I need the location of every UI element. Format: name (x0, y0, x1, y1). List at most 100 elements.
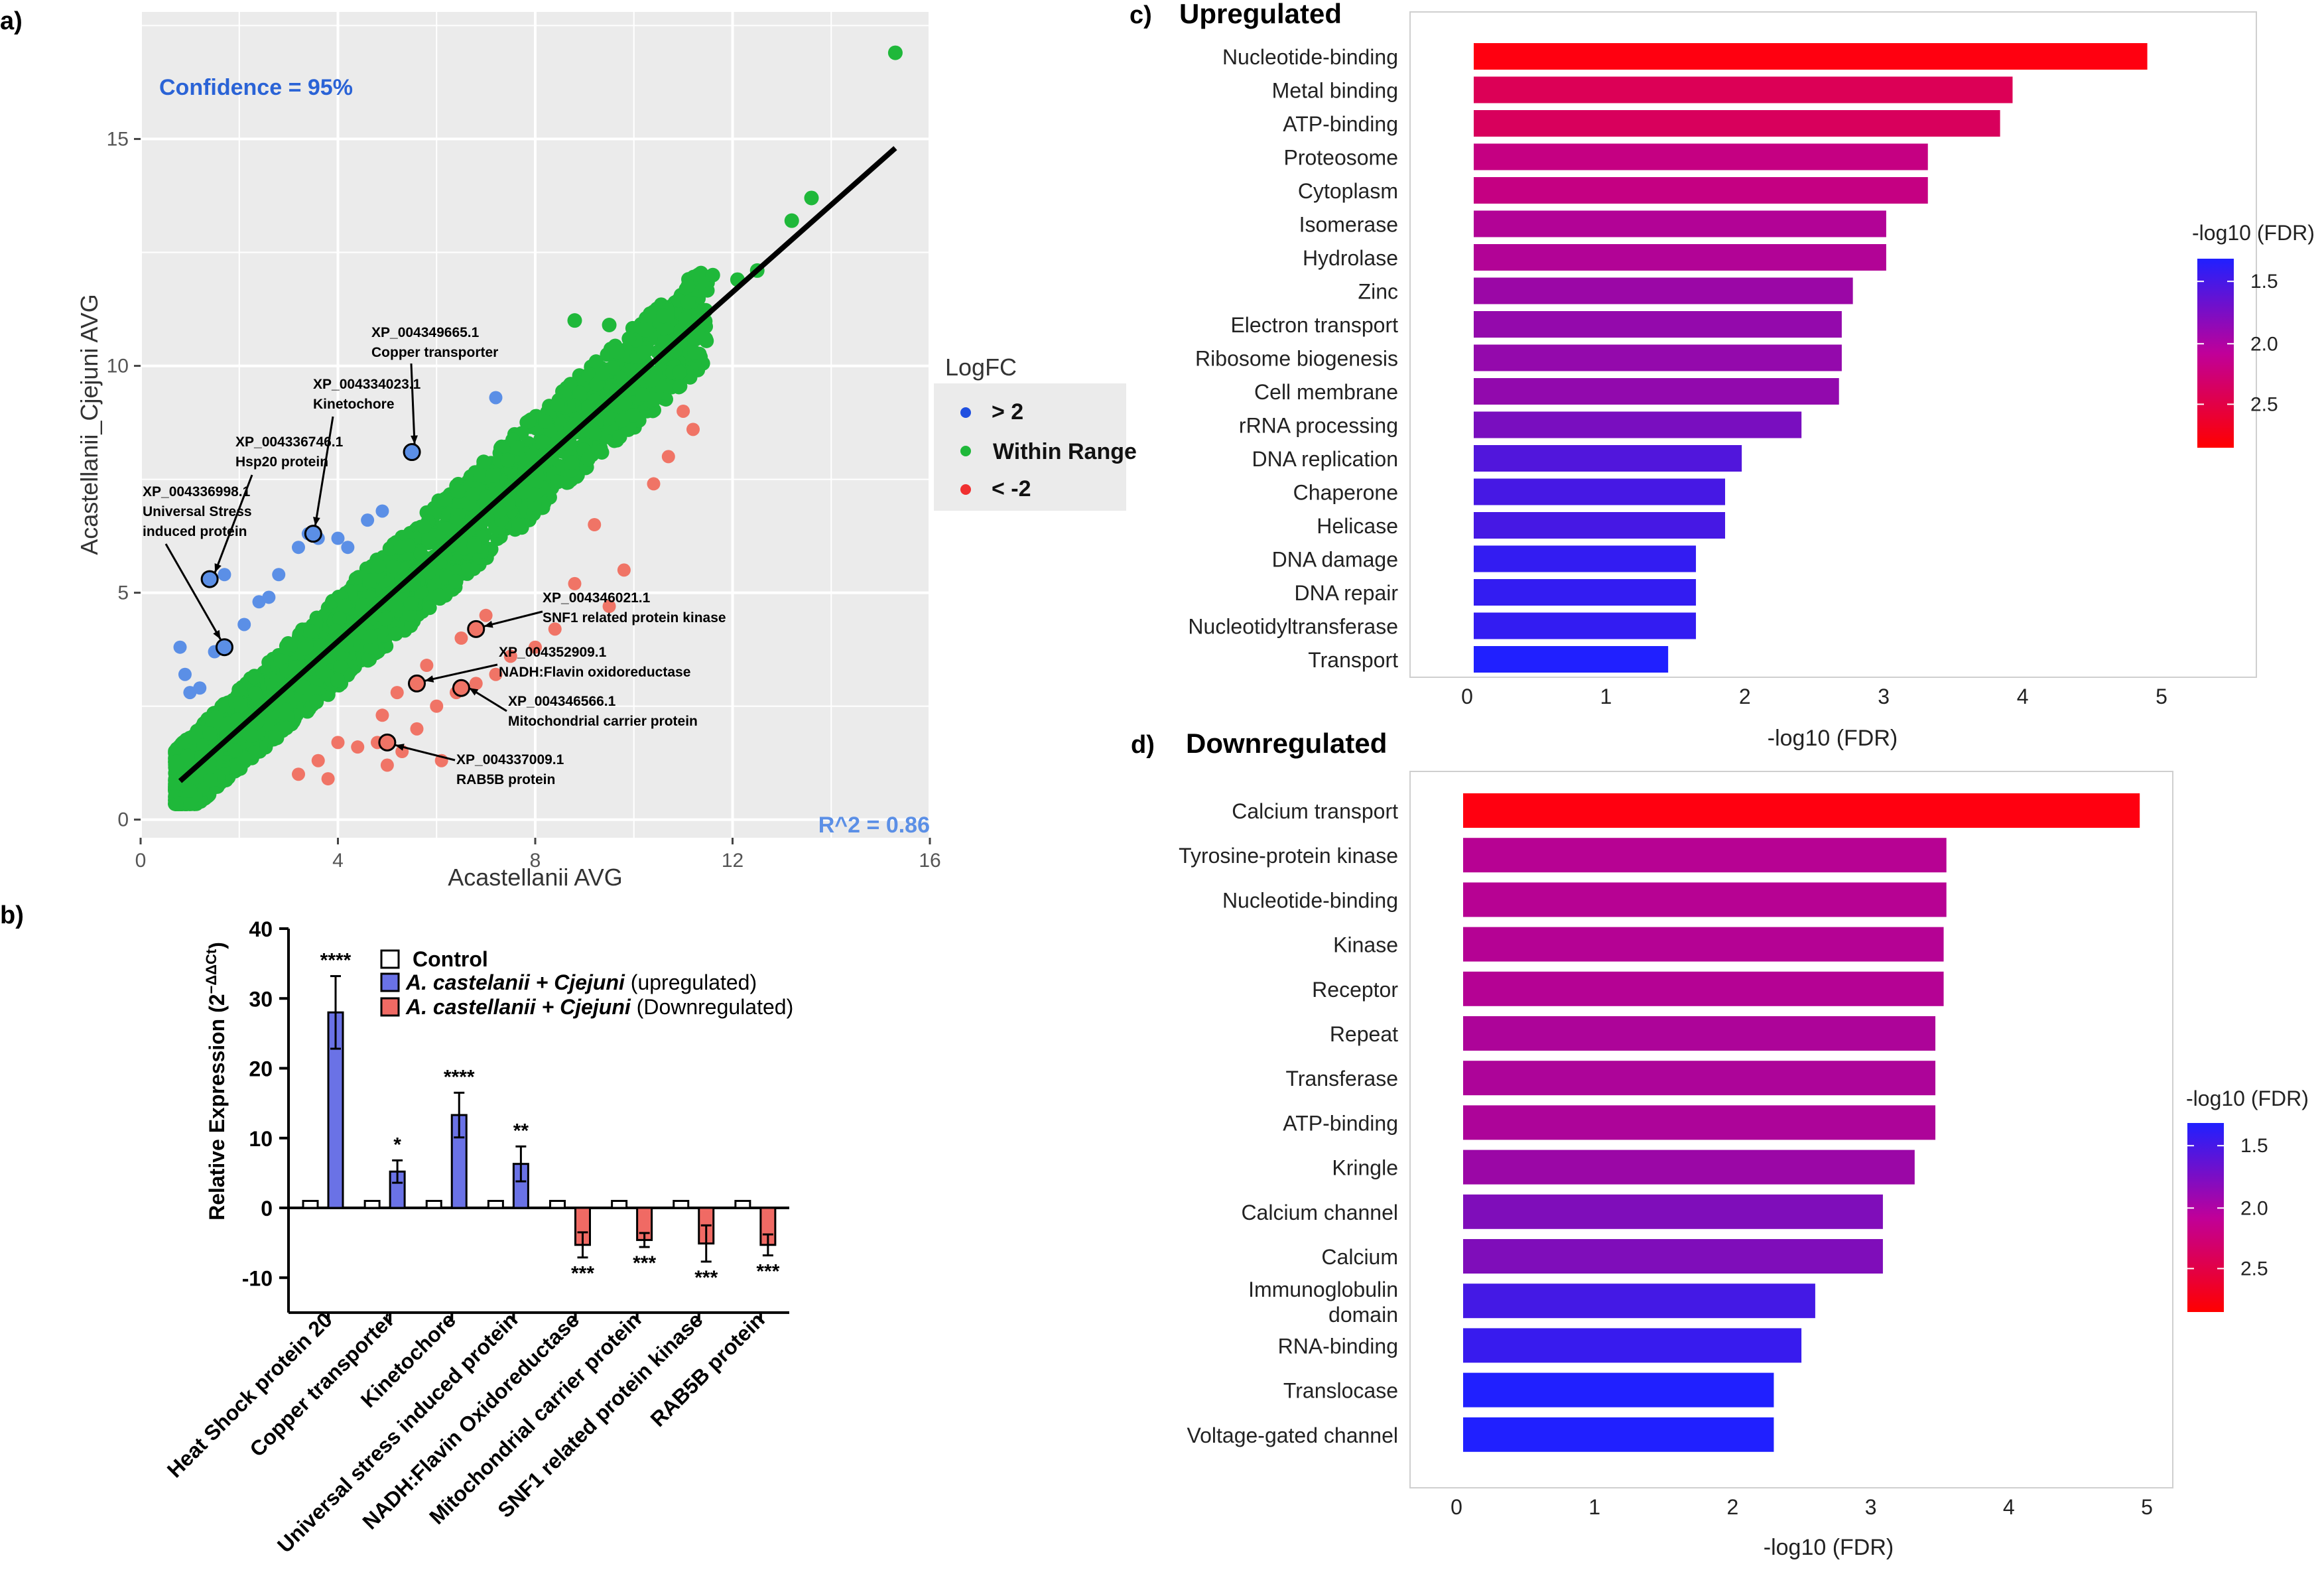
scatter-point (560, 475, 576, 490)
annotation-arrow-line (314, 416, 334, 526)
scatter-point (588, 354, 604, 369)
scatter-y-tick-label: 5 (117, 582, 129, 604)
scatter-point (231, 682, 247, 697)
qpcr-y-axis-label: Relative Expression (2−ΔΔCt) (203, 942, 229, 1220)
scatter-legend: LogFC > 2 Within Range < -2 (934, 354, 1137, 511)
significance-marker: **** (444, 1066, 475, 1088)
scatter-point-upregulated (489, 391, 503, 405)
category-label: Cytoplasm (1298, 179, 1398, 203)
scatter-point (672, 365, 687, 380)
scatter-point (388, 626, 403, 641)
scatter-x-axis-label: Acastellanii AVG (448, 864, 622, 891)
scatter-point-downregulated (548, 622, 562, 636)
scatter-point (535, 434, 550, 450)
scatter-x-tick-label: 0 (135, 850, 147, 872)
category-label: DNA repair (1295, 581, 1399, 605)
scatter-point (417, 519, 432, 535)
scatter-point (448, 574, 464, 589)
colorbar-tick-label: 1.5 (2250, 271, 2278, 293)
annotation-label: Kinetochore (313, 397, 395, 412)
annotated-point (452, 679, 470, 697)
scatter-point-downregulated (454, 631, 468, 645)
scatter-point-downregulated (351, 740, 365, 754)
scatter-point-upregulated (193, 681, 207, 695)
fdr-bar (1474, 76, 2013, 103)
scatter-point (355, 597, 370, 612)
legend-label-downregulated: A. castellanii + Cjejuni (Downregulated) (405, 995, 793, 1019)
qpcr-y-tick-label: 40 (249, 917, 273, 941)
category-label: Hydrolase (1303, 246, 1398, 270)
scatter-point (594, 445, 610, 460)
scatter-point-downregulated (677, 404, 690, 418)
scatter-points-downregulated (292, 404, 700, 786)
legend-label-up: > 2 (992, 399, 1023, 425)
colorbar-tick-label: 2.5 (2240, 1258, 2268, 1280)
scatter-point (587, 427, 602, 442)
category-label: DNA damage (1272, 548, 1398, 572)
scatter-point (202, 773, 218, 788)
legend-key-strip (934, 383, 960, 511)
x-tick-label: 4 (2003, 1495, 2015, 1519)
scatter-point (656, 321, 671, 336)
annotation-label: XP_004352909.1 (499, 645, 607, 660)
scatter-point-upregulated (218, 568, 231, 582)
category-label: rRNA processing (1239, 414, 1398, 438)
legend-key-background (947, 383, 1126, 511)
legend-swatch-downregulated (380, 997, 400, 1017)
scatter-point (610, 344, 625, 360)
scatter-point (538, 414, 553, 429)
scatter-point-upregulated (183, 686, 197, 700)
fdr-bar (1474, 43, 2148, 70)
downregulated-bar-chart: Calcium transport Tyrosine-protein kinase… (1179, 771, 2173, 1519)
colorbar-tick-label: 2.5 (2250, 393, 2278, 415)
fdr-bar (1474, 411, 1802, 438)
scatter-point-upregulated (375, 504, 389, 518)
category-label: Calcium transport (1232, 799, 1398, 823)
qpcr-ylabel-close: ) (205, 942, 229, 949)
control-bar (425, 1199, 442, 1209)
legend-title: LogFC (945, 354, 1017, 381)
scatter-point-upregulated (292, 541, 305, 555)
scatter-point-downregulated (390, 686, 404, 700)
legend-down-species: A. castellanii + Cjejuni (405, 995, 631, 1019)
fdr-bar (1474, 579, 1697, 606)
category-label: Calcium channel (1241, 1201, 1398, 1224)
fdr-bar (1474, 478, 1726, 505)
x-tick-label: 0 (1451, 1495, 1462, 1519)
scatter-point (606, 360, 621, 375)
scatter-point (437, 492, 452, 507)
scatter-point-upregulated (341, 541, 355, 555)
significance-marker: *** (756, 1261, 779, 1283)
downregulated-title: Downregulated (1186, 728, 1387, 759)
category-label: Nucleotidyltransferase (1188, 615, 1398, 639)
fdr-bar (1474, 244, 1886, 271)
category-label: ATP-binding (1283, 112, 1398, 136)
scatter-point (621, 331, 637, 346)
downregulated-x-axis-label: -log10 (FDR) (1764, 1535, 1894, 1560)
significance-marker: *** (633, 1252, 656, 1274)
qpcr-category-label: RAB5B protein (645, 1307, 769, 1431)
scatter-point (466, 487, 481, 502)
annotation-arrow-line (164, 543, 222, 640)
scatter-point (401, 538, 416, 553)
scatter-point (615, 413, 630, 428)
category-label: RNA-binding (1278, 1334, 1398, 1358)
scatter-point (680, 279, 696, 294)
scatter-point (220, 716, 235, 732)
fdr-bar (1474, 110, 2000, 137)
category-label: Immunoglobulin (1248, 1278, 1398, 1301)
fdr-bar (1463, 838, 1947, 873)
scatter-point (309, 694, 324, 710)
annotation-label: XP_004336746.1 (235, 434, 344, 450)
category-label: Electron transport (1230, 313, 1398, 337)
fdr-bar (1463, 1239, 1883, 1274)
colorbar-tick-label: 2.0 (2250, 333, 2278, 355)
qpcr-y-tick-label: 30 (249, 987, 273, 1011)
scatter-point (656, 308, 671, 324)
x-tick-label: 5 (2141, 1495, 2153, 1519)
scatter-point (268, 730, 283, 745)
scatter-x-tick-label: 4 (332, 850, 344, 872)
annotation-arrow-head (469, 688, 479, 696)
control-bar (734, 1199, 751, 1209)
scatter-point (638, 322, 653, 338)
